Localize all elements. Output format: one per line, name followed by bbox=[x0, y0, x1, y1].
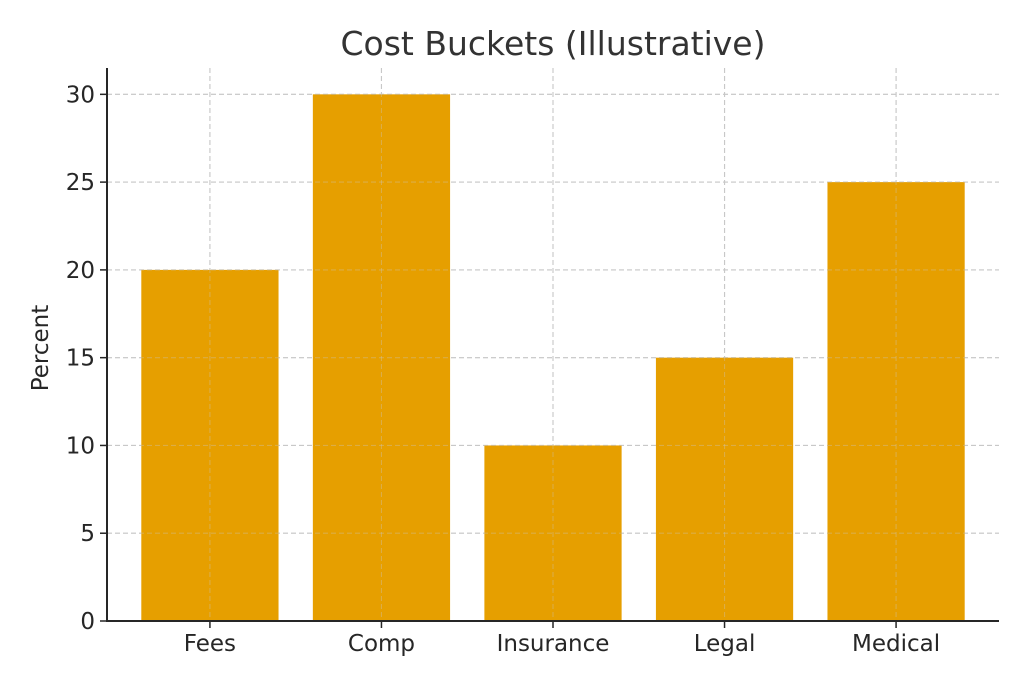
bar-fees bbox=[141, 269, 279, 621]
chart-title: Cost Buckets (Illustrative) bbox=[340, 24, 765, 63]
y-tick-label: 0 bbox=[80, 609, 95, 635]
y-tick-label: 25 bbox=[66, 170, 95, 196]
bar-insurance bbox=[484, 445, 622, 621]
y-axis-ticks: 0 5 10 15 20 25 30 bbox=[66, 82, 107, 635]
y-tick-label: 10 bbox=[66, 433, 95, 459]
x-tick-label: Fees bbox=[184, 631, 236, 657]
x-tick-label: Comp bbox=[348, 631, 415, 657]
bar-legal bbox=[655, 357, 794, 621]
bars bbox=[141, 94, 965, 622]
bar-comp bbox=[312, 94, 451, 622]
x-tick-label: Insurance bbox=[497, 631, 610, 657]
gridlines-overlay bbox=[107, 68, 999, 621]
y-tick-label: 30 bbox=[66, 82, 95, 108]
x-tick-label: Legal bbox=[694, 631, 756, 657]
y-tick-label: 15 bbox=[66, 346, 95, 372]
x-tick-label: Medical bbox=[852, 631, 940, 657]
y-tick-label: 20 bbox=[66, 258, 95, 284]
y-tick-label: 5 bbox=[80, 521, 95, 547]
bar-medical bbox=[827, 182, 965, 621]
x-axis-ticks: Fees Comp Insurance Legal Medical bbox=[184, 621, 940, 657]
y-axis-label: Percent bbox=[28, 305, 54, 392]
